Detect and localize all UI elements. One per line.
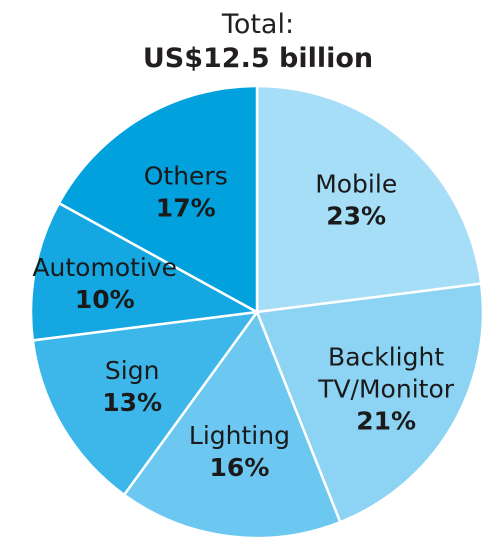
pie-slice-lighting [122,310,342,540]
slice-label-sign: Sign [105,356,160,385]
pie-slice-automotive [29,201,259,342]
slice-percent-sign: 13% [102,388,162,417]
pie-slice-backlight-tv-monitor [255,282,485,524]
slice-percent-mobile: 23% [326,201,386,230]
pie-slice-mobile [255,84,483,314]
pie-slice-others [57,84,259,314]
slice-percent-backlight-tv-monitor: 21% [356,406,416,435]
slice-label-mobile: Mobile [315,169,397,198]
chart-title: Total: [221,9,294,40]
slice-percent-automotive: 10% [75,285,135,314]
slice-label-lighting: Lighting [189,421,290,450]
slice-label-automotive: Automotive [32,253,177,282]
slice-percent-lighting: 16% [210,453,270,482]
slice-label-backlight-tv-monitor-1: Backlight [328,342,444,371]
pie-slice-sign [31,310,259,497]
slice-percent-others: 17% [156,193,216,222]
pie-labels: Mobile 23% Backlight TV/Monitor 21% Lighting 1… [32,161,454,481]
slice-label-backlight-tv-monitor-2: TV/Monitor [317,374,455,403]
chart-subtitle: US$12.5 billion [143,43,373,74]
pie-slices [29,84,485,540]
slice-label-others: Others [144,161,228,190]
